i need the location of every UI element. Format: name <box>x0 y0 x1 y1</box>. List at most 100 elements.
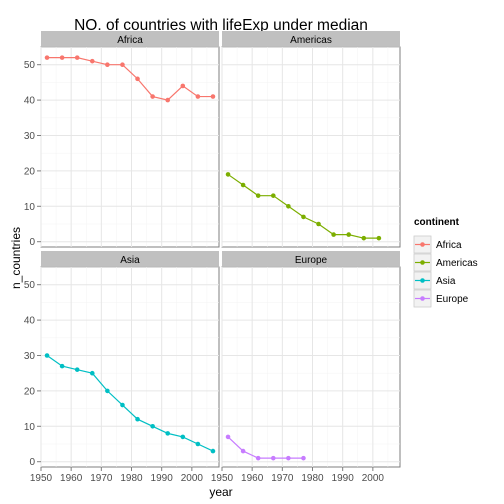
panel-americas <box>221 46 401 248</box>
data-point-africa <box>150 94 155 99</box>
x-tick-label: 1950 <box>211 473 234 484</box>
panel-africa <box>40 46 220 248</box>
data-point-americas <box>240 182 246 188</box>
x-tick-label: 1990 <box>332 473 355 484</box>
data-point-americas <box>376 235 382 241</box>
legend-point-africa <box>420 242 425 247</box>
data-point-europe <box>225 434 231 440</box>
legend-title: continent <box>414 217 460 228</box>
y-tick-label: 30 <box>24 351 36 362</box>
data-point-africa <box>59 55 65 60</box>
y-axis-label: n_countries <box>9 227 23 289</box>
x-axis-label: year <box>209 485 232 499</box>
data-point-americas <box>346 232 352 237</box>
data-point-africa <box>135 76 140 82</box>
y-tick-label: 50 <box>24 280 36 291</box>
y-tick-label: 10 <box>24 202 36 213</box>
data-point-americas <box>255 193 261 198</box>
y-tick-label: 10 <box>24 422 36 433</box>
data-point-europe <box>301 455 306 461</box>
data-point-africa <box>74 55 80 60</box>
strip-asia <box>41 251 219 267</box>
x-tick-label: 1970 <box>90 473 113 484</box>
series-line-europe <box>227 436 304 459</box>
y-tick-label: 40 <box>24 96 36 107</box>
strip-label-asia: Asia <box>120 255 140 266</box>
data-point-americas <box>225 172 231 177</box>
x-tick-label: 1960 <box>60 473 83 484</box>
data-point-africa <box>120 62 125 67</box>
chart-title: NO. of countries with lifeExp under medi… <box>74 17 368 34</box>
x-tick-label: 1960 <box>241 473 264 484</box>
strip-label-americas: Americas <box>290 35 332 46</box>
x-tick-label: 2000 <box>181 473 204 484</box>
facet-panels: Africa 0 10 20 30 40 50 Americas Asia 0 10 20 30 40 50… <box>24 31 401 484</box>
legend-label-africa: Africa <box>436 240 462 251</box>
data-point-africa <box>89 58 95 64</box>
data-point-americas <box>286 203 291 209</box>
y-tick-label: 0 <box>29 237 35 248</box>
data-point-africa <box>195 94 201 99</box>
data-point-americas <box>301 214 306 220</box>
legend-label-americas: Americas <box>436 258 478 269</box>
legend-label-asia: Asia <box>436 276 456 287</box>
y-tick-label: 0 <box>29 457 35 468</box>
legend-item-africa: Africa <box>413 235 462 254</box>
data-point-africa <box>105 62 110 67</box>
legend-point-europe <box>420 296 425 301</box>
legend-item-americas: Americas <box>413 253 478 272</box>
facet-americas: Americas <box>221 31 401 248</box>
data-point-asia <box>44 353 50 358</box>
strip-americas <box>222 31 400 47</box>
data-point-asia <box>74 367 80 372</box>
series-line-africa <box>47 57 213 101</box>
data-point-americas <box>316 221 321 227</box>
strip-label-africa: Africa <box>117 35 143 46</box>
x-tick-label: 1980 <box>301 473 324 484</box>
data-point-asia <box>135 416 140 422</box>
data-point-asia <box>210 448 216 454</box>
x-tick-label: 1970 <box>271 473 294 484</box>
data-point-europe <box>255 455 261 461</box>
legend-item-europe: Europe <box>413 289 469 308</box>
y-tick-label: 20 <box>24 386 36 397</box>
series-line-asia <box>46 355 214 452</box>
legend-point-asia <box>420 278 425 283</box>
facet-africa: Africa 0 10 20 30 40 50 <box>24 31 220 248</box>
data-point-asia <box>105 388 110 394</box>
legend-label-europe: Europe <box>436 294 469 305</box>
data-point-asia <box>59 363 65 369</box>
data-point-asia <box>180 434 186 440</box>
x-tick-label: 1980 <box>120 473 143 484</box>
facet-asia: Asia 0 10 20 30 40 50 1950 1960 1970 1980 1990 2000 <box>24 251 220 484</box>
strip-label-europe: Europe <box>295 255 328 266</box>
data-point-africa <box>165 97 171 103</box>
x-tick-label: 1950 <box>30 473 53 484</box>
data-point-americas <box>270 193 276 198</box>
panel-europe <box>221 266 401 468</box>
legend-item-asia: Asia <box>413 271 456 290</box>
data-point-asia <box>150 423 155 429</box>
data-point-americas <box>331 232 336 237</box>
x-tick-label: 1990 <box>151 473 174 484</box>
y-tick-label: 30 <box>24 131 36 142</box>
data-point-europe <box>240 448 246 454</box>
data-point-asia <box>195 441 201 447</box>
x-tick-label: 2000 <box>362 473 385 484</box>
y-tick-label: 20 <box>24 166 36 177</box>
facet-europe: Europe 1950 1960 1970 1980 1990 2000 <box>211 251 401 484</box>
data-point-americas <box>361 235 367 241</box>
data-point-africa <box>180 83 186 89</box>
legend: continent Africa Americas Asia Europe <box>413 217 478 308</box>
data-point-europe <box>270 455 276 461</box>
data-point-africa <box>44 55 50 60</box>
data-point-europe <box>286 455 291 461</box>
data-point-africa <box>210 94 216 99</box>
y-tick-label: 50 <box>24 60 36 71</box>
legend-point-americas <box>420 260 425 265</box>
strip-europe <box>222 251 400 267</box>
data-point-asia <box>89 370 95 376</box>
y-tick-label: 40 <box>24 316 36 327</box>
data-point-asia <box>165 431 171 436</box>
